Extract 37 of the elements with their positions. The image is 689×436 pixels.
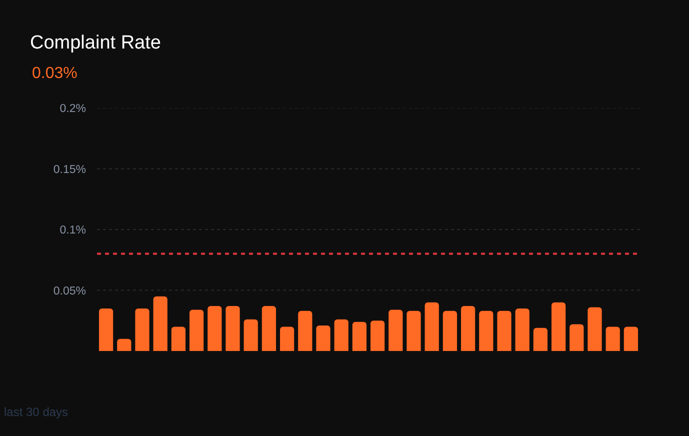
bar	[117, 338, 132, 351]
bar	[352, 322, 367, 351]
bar	[153, 296, 168, 351]
bar	[262, 306, 276, 351]
bar	[406, 310, 421, 351]
chart-subtitle: 0.03%	[32, 65, 78, 82]
bar	[570, 324, 584, 351]
bar	[370, 320, 385, 351]
bar	[135, 308, 150, 351]
y-tick-label: 0.15%	[53, 164, 86, 176]
bar	[208, 306, 222, 351]
bar	[515, 308, 530, 351]
bar	[226, 306, 240, 351]
text: last 30 days	[4, 405, 68, 419]
bar	[588, 307, 602, 351]
bar	[460, 306, 476, 351]
chart-title: Complaint Rate	[30, 32, 161, 54]
y-tick-label: 0.05%	[53, 285, 86, 298]
bar	[551, 302, 566, 351]
bar	[98, 308, 114, 351]
bar	[334, 319, 348, 351]
bar	[497, 310, 512, 351]
bar	[533, 328, 548, 351]
bar	[280, 326, 294, 351]
y-tick-label: 0.1%	[60, 224, 86, 237]
bar	[624, 326, 638, 351]
bar	[189, 310, 204, 351]
bar	[606, 326, 620, 351]
bar	[479, 310, 494, 351]
bar	[442, 310, 458, 351]
bar	[388, 310, 403, 351]
bar	[171, 326, 186, 351]
bar	[424, 302, 439, 351]
bar	[298, 310, 312, 351]
bar	[244, 319, 258, 351]
bar	[316, 325, 330, 351]
y-tick-label: 0.2%	[60, 103, 86, 116]
